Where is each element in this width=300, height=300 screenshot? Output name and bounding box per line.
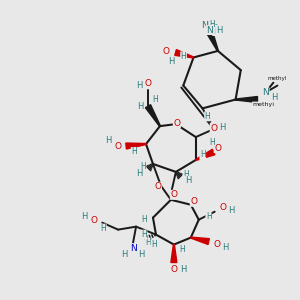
- Polygon shape: [207, 32, 218, 51]
- Text: O: O: [173, 118, 180, 127]
- Text: O: O: [190, 197, 197, 206]
- Text: O: O: [91, 216, 98, 225]
- Text: O: O: [214, 143, 221, 152]
- Text: H: H: [168, 57, 175, 66]
- Text: H: H: [152, 95, 158, 104]
- Text: O: O: [162, 47, 169, 56]
- Text: H: H: [136, 169, 142, 178]
- Polygon shape: [126, 143, 146, 149]
- Text: NH₂: NH₂: [201, 20, 218, 29]
- Text: O: O: [213, 240, 220, 249]
- Polygon shape: [146, 105, 160, 126]
- Text: H: H: [179, 245, 185, 254]
- Text: H: H: [105, 136, 111, 145]
- Polygon shape: [236, 97, 257, 103]
- Text: O: O: [115, 142, 122, 151]
- Text: H: H: [141, 230, 147, 239]
- Text: H: H: [138, 250, 144, 259]
- Text: methyl: methyl: [268, 76, 287, 81]
- Text: H: H: [270, 93, 277, 102]
- Polygon shape: [171, 244, 177, 262]
- Text: H: H: [151, 240, 157, 249]
- Text: H: H: [137, 102, 143, 111]
- Text: O: O: [145, 79, 152, 88]
- Text: H: H: [209, 20, 215, 28]
- Text: H: H: [205, 112, 210, 121]
- Text: O: O: [170, 265, 177, 274]
- Text: H: H: [206, 212, 211, 221]
- Text: O: O: [219, 203, 226, 212]
- Text: H: H: [184, 176, 191, 185]
- Polygon shape: [196, 149, 215, 161]
- Text: H: H: [219, 123, 226, 132]
- Text: N: N: [207, 26, 213, 34]
- Text: O: O: [211, 123, 218, 132]
- Text: N: N: [262, 88, 269, 97]
- Text: H: H: [140, 162, 146, 171]
- Text: N: N: [130, 244, 136, 253]
- Text: H: H: [100, 224, 106, 233]
- Text: O: O: [154, 182, 161, 191]
- Text: H: H: [223, 243, 229, 252]
- Polygon shape: [191, 237, 209, 244]
- Text: O: O: [210, 124, 217, 133]
- Text: H: H: [228, 206, 235, 215]
- Text: H: H: [200, 151, 206, 160]
- Text: H: H: [216, 26, 222, 34]
- Text: H: H: [213, 26, 219, 35]
- Text: H: H: [136, 81, 142, 90]
- Text: H: H: [145, 238, 151, 247]
- Text: H: H: [81, 212, 88, 221]
- Polygon shape: [175, 50, 194, 58]
- Text: O: O: [170, 190, 177, 199]
- Text: H: H: [209, 137, 214, 146]
- Text: H: H: [183, 170, 189, 179]
- Text: H: H: [180, 265, 186, 274]
- Text: methyl: methyl: [253, 102, 274, 107]
- Text: H: H: [181, 52, 186, 61]
- Text: H: H: [121, 250, 127, 259]
- Text: H: H: [141, 215, 147, 224]
- Text: H: H: [271, 93, 278, 102]
- Text: N: N: [262, 88, 269, 97]
- Text: H: H: [131, 148, 137, 157]
